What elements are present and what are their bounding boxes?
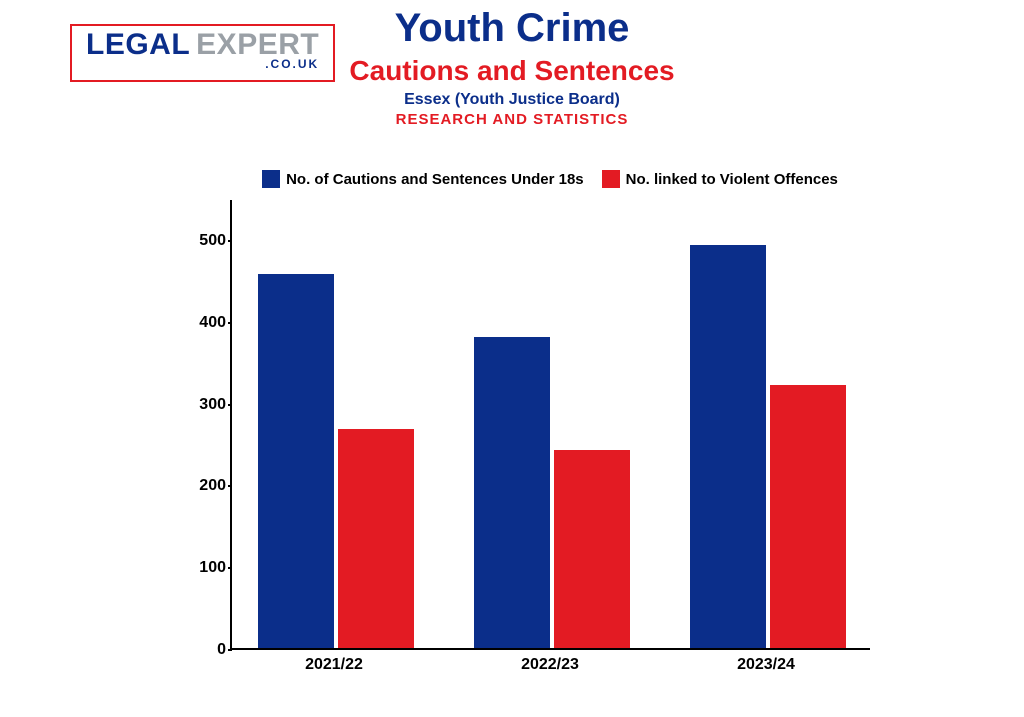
bar bbox=[338, 429, 414, 648]
y-tick-mark bbox=[228, 567, 232, 569]
legend-label-1: No. linked to Violent Offences bbox=[626, 171, 838, 188]
title-block: Youth Crime Cautions and Sentences Essex… bbox=[0, 6, 1024, 128]
bar-chart: No. of Cautions and Sentences Under 18s … bbox=[170, 160, 890, 680]
y-tick-mark bbox=[228, 404, 232, 406]
y-tick-mark bbox=[228, 322, 232, 324]
y-tick-mark bbox=[228, 240, 232, 242]
bar bbox=[554, 450, 630, 648]
legend-swatch-0 bbox=[262, 170, 280, 188]
bar bbox=[770, 385, 846, 648]
subtitle: Cautions and Sentences bbox=[0, 55, 1024, 87]
legend-swatch-1 bbox=[602, 170, 620, 188]
y-tick-label: 0 bbox=[170, 641, 226, 659]
legend-label-0: No. of Cautions and Sentences Under 18s bbox=[286, 171, 584, 188]
tag-label: RESEARCH AND STATISTICS bbox=[0, 111, 1024, 128]
legend-item-0: No. of Cautions and Sentences Under 18s bbox=[262, 170, 584, 188]
legend-item-1: No. linked to Violent Offences bbox=[602, 170, 838, 188]
x-tick-label: 2022/23 bbox=[521, 656, 579, 674]
bar bbox=[690, 245, 766, 648]
x-tick-label: 2021/22 bbox=[305, 656, 363, 674]
x-tick-label: 2023/24 bbox=[737, 656, 795, 674]
plot-area bbox=[230, 200, 870, 650]
y-tick-mark bbox=[228, 649, 232, 651]
y-tick-label: 500 bbox=[170, 232, 226, 250]
page-title: Youth Crime bbox=[0, 6, 1024, 51]
bar bbox=[258, 274, 334, 648]
bar bbox=[474, 337, 550, 648]
region-label: Essex (Youth Justice Board) bbox=[0, 91, 1024, 109]
y-tick-label: 200 bbox=[170, 477, 226, 495]
y-tick-label: 300 bbox=[170, 396, 226, 414]
legend: No. of Cautions and Sentences Under 18s … bbox=[230, 170, 870, 188]
y-tick-label: 100 bbox=[170, 559, 226, 577]
y-tick-mark bbox=[228, 485, 232, 487]
y-tick-label: 400 bbox=[170, 314, 226, 332]
